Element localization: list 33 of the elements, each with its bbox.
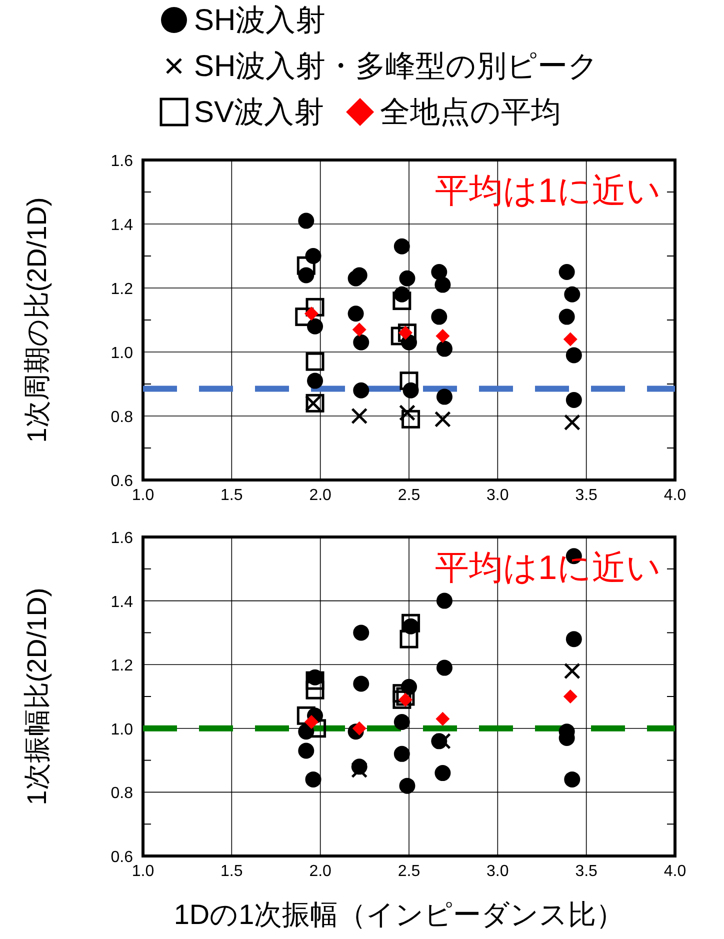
x-tick-label: 2.0 [309, 863, 332, 880]
y-tick-label: 1.6 [110, 153, 134, 170]
y-tick-label: 1.0 [110, 345, 134, 362]
x-tick-label: 1.0 [132, 863, 154, 880]
x-tick-label: 2.5 [398, 863, 420, 880]
y-tick-label: 0.8 [110, 785, 134, 802]
y-tick-label: 1.4 [110, 594, 134, 611]
y-axis-title: 1次振幅比(2D/1D) [22, 588, 52, 806]
legend-label: SH波入射 [194, 4, 326, 37]
y-tick-label: 0.6 [110, 473, 134, 490]
y-tick-label: 1.4 [110, 217, 134, 234]
x-tick-label: 3.5 [575, 863, 598, 880]
y-tick-label: 0.6 [110, 849, 134, 866]
y-tick-label: 0.8 [110, 409, 134, 426]
x-tick-label: 3.5 [575, 487, 598, 504]
x-tick-label: 1.0 [132, 487, 154, 504]
x-tick-label: 4.0 [664, 863, 686, 880]
y-tick-label: 1.2 [110, 281, 134, 298]
x-tick-label: 3.0 [486, 863, 509, 880]
y-axis-title: 1次周期の比(2D/1D) [22, 197, 52, 443]
y-tick-label: 1.0 [110, 721, 134, 738]
legend-label: SH波入射・多峰型の別ピーク [194, 50, 599, 83]
x-axis-title: 1Dの1次振幅（インピーダンス比） [174, 899, 624, 930]
x-tick-label: 1.5 [220, 487, 243, 504]
y-tick-label: 1.6 [110, 530, 134, 547]
x-tick-label: 4.0 [664, 487, 686, 504]
x-tick-label: 2.0 [309, 487, 332, 504]
legend-label: SV波入射 [194, 96, 324, 129]
x-tick-label: 3.0 [486, 487, 509, 504]
legend-label: 全地点の平均 [380, 96, 562, 129]
y-tick-label: 1.2 [110, 658, 134, 675]
x-tick-label: 1.5 [220, 863, 243, 880]
x-tick-label: 2.5 [398, 487, 420, 504]
